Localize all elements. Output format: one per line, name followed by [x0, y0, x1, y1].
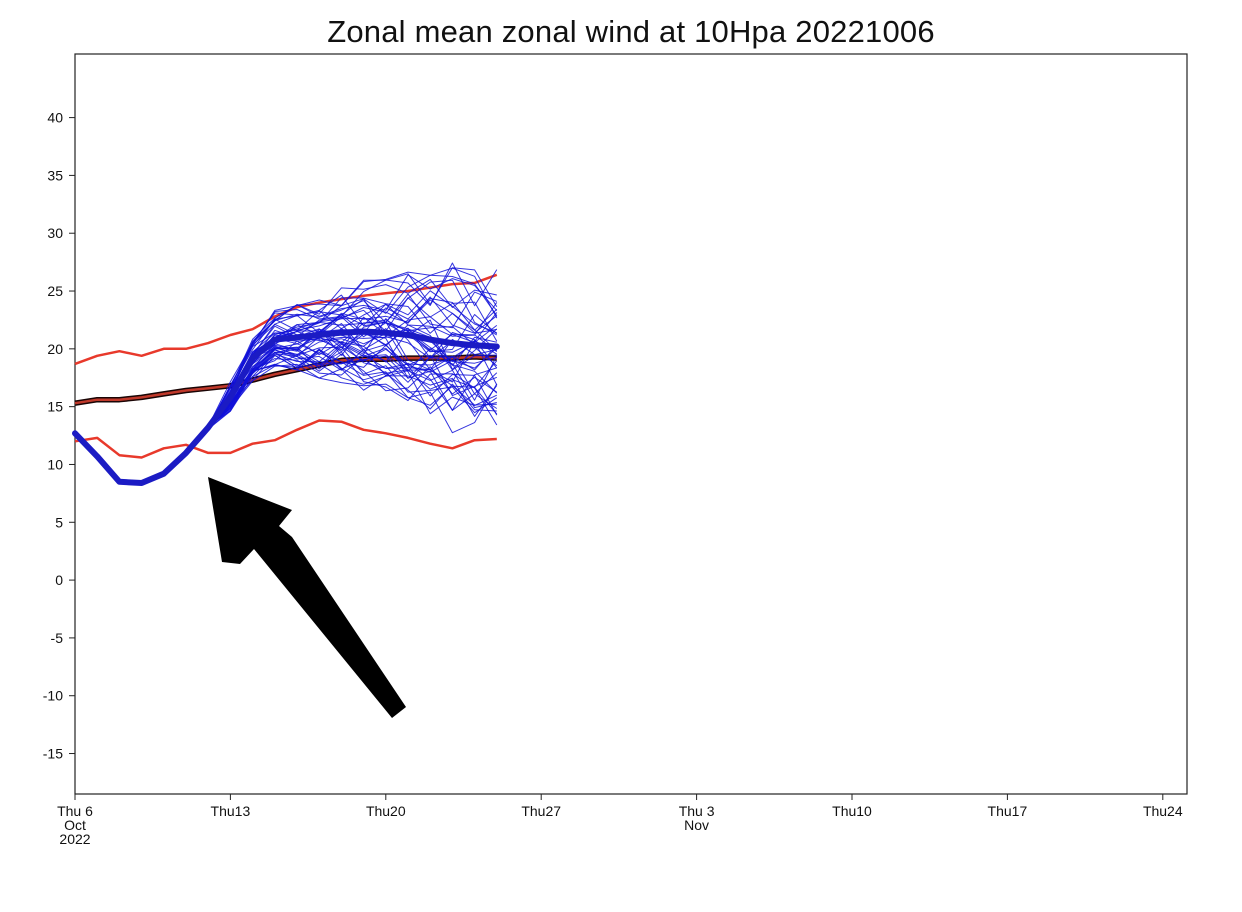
- annotation-arrow-icon: [208, 477, 406, 718]
- y-tick-label: 15: [47, 399, 63, 415]
- y-tick-label: 0: [55, 572, 63, 588]
- ensemble-mean-layer: [72, 328, 500, 486]
- y-tick-label: 35: [47, 167, 63, 183]
- y-tick-label: 40: [47, 110, 63, 126]
- x-tick-label: Thu20: [366, 803, 406, 819]
- x-tick-label: Thu 6: [57, 803, 93, 819]
- x-tick-label: Thu10: [832, 803, 872, 819]
- x-tick-label: 2022: [59, 831, 90, 847]
- ensemble-member-line: [74, 363, 497, 484]
- x-tick-label: Thu 3: [679, 803, 715, 819]
- y-tick-label: -15: [43, 746, 63, 762]
- y-tick-label: -10: [43, 688, 63, 704]
- x-tick-label: Nov: [684, 817, 709, 833]
- ensemble-member-line: [74, 328, 497, 485]
- x-tick-label: Thu24: [1143, 803, 1183, 819]
- y-axis: 40 35 30 25 20 15 10 5 0 -5 -10 -15: [43, 110, 75, 762]
- y-tick-label: 10: [47, 456, 63, 472]
- y-tick-label: 5: [55, 514, 63, 530]
- ensemble-member-line: [74, 364, 498, 484]
- ensemble-member-line: [74, 342, 497, 485]
- y-tick-label: 25: [47, 283, 63, 299]
- climatology-lower-line: [74, 419, 497, 459]
- ensemble-member-line: [74, 348, 497, 483]
- climatology-mean-line: [74, 355, 497, 405]
- x-tick-label: Thu17: [988, 803, 1028, 819]
- plot-frame: [74, 53, 1188, 795]
- x-tick-label: Thu13: [211, 803, 251, 819]
- ensemble-member-line: [74, 267, 498, 483]
- y-tick-label: 30: [47, 225, 63, 241]
- ensemble-member-line: [74, 363, 498, 485]
- chart-title: Zonal mean zonal wind at 10Hpa 20221006: [327, 14, 935, 49]
- y-tick-label: -5: [51, 630, 64, 646]
- y-tick-label: 20: [47, 341, 63, 357]
- x-tick-label: Thu27: [521, 803, 561, 819]
- x-tick-label: Oct: [64, 817, 86, 833]
- ensemble-mean-line: [72, 328, 500, 486]
